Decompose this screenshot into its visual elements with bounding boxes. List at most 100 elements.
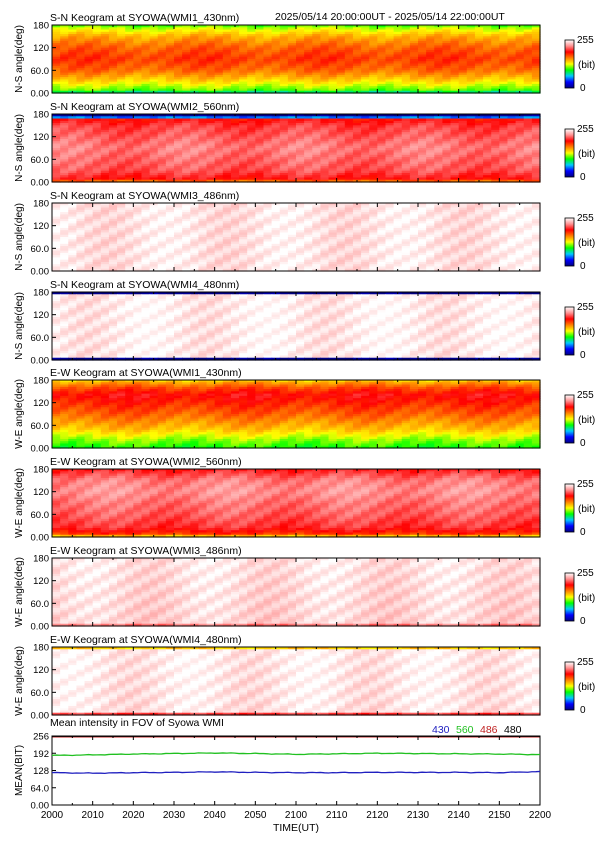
heatmap-cell: [263, 27, 273, 31]
heatmap-cell: [312, 74, 321, 78]
heatmap-cell: [157, 56, 167, 60]
heatmap-cell: [279, 61, 289, 65]
heatmap-cell: [149, 34, 159, 37]
heatmap-cell: [214, 40, 224, 44]
heatmap-cell: [474, 70, 484, 74]
heatmap-cell: [263, 74, 273, 78]
heatmap-cell: [174, 49, 183, 53]
heatmap-cell: [401, 47, 411, 51]
heatmap-cell: [474, 36, 484, 40]
heatmap-cell: [369, 27, 378, 31]
heatmap-cell: [157, 72, 167, 76]
heatmap-cell: [385, 77, 395, 80]
heatmap-cell: [141, 34, 151, 37]
heatmap-cell: [474, 54, 484, 58]
heatmap-cell: [263, 49, 273, 53]
heatmap-cell: [239, 63, 248, 67]
heatmap-cell: [458, 45, 468, 49]
heatmap-cell: [523, 43, 533, 46]
heatmap-cell: [418, 29, 427, 33]
heatmap-cell: [304, 65, 313, 69]
heatmap-cell: [450, 36, 460, 40]
heatmap-cell: [198, 68, 208, 71]
heatmap-cell: [287, 59, 297, 62]
heatmap-cell: [230, 34, 240, 37]
heatmap-cell: [418, 59, 427, 62]
heatmap-cell: [174, 29, 183, 33]
heatmap-cell: [361, 45, 370, 49]
heatmap-cell: [174, 54, 183, 58]
heatmap-cell: [531, 56, 541, 60]
heatmap-cell: [361, 34, 370, 37]
heatmap-cell: [523, 36, 533, 40]
heatmap-cell: [531, 72, 541, 76]
heatmap-cell: [328, 40, 338, 44]
heatmap-cell: [328, 63, 338, 67]
heatmap-cell: [149, 72, 159, 76]
heatmap-cell: [247, 65, 256, 69]
heatmap-cell: [499, 36, 509, 40]
heatmap-cell: [336, 59, 346, 62]
heatmap-cell: [531, 49, 541, 53]
heatmap-cell: [60, 54, 69, 58]
time-range-label: 2025/05/14 20:00:00UT - 2025/05/14 22:00…: [275, 11, 505, 23]
heatmap-cell: [361, 43, 370, 46]
heatmap-cell: [450, 65, 460, 69]
heatmap-cell: [458, 77, 468, 80]
heatmap-cell: [409, 54, 419, 58]
heatmap-cell: [100, 49, 110, 53]
heatmap-cell: [523, 49, 533, 53]
heatmap-cell: [263, 59, 273, 62]
heatmap-cell: [125, 36, 134, 40]
heatmap-cell: [352, 27, 362, 31]
heatmap-cell: [165, 27, 175, 31]
heatmap-cell: [84, 70, 94, 74]
heatmap-cell: [100, 27, 110, 31]
heatmap-cell: [92, 45, 102, 49]
heatmap-cell: [263, 31, 273, 35]
heatmap-cell: [336, 34, 346, 37]
heatmap-cell: [214, 59, 224, 62]
heatmap-cell: [426, 27, 435, 31]
heatmap-cell: [279, 72, 289, 76]
heatmap-cell: [157, 65, 167, 69]
heatmap-cell: [247, 68, 256, 71]
heatmap-cell: [466, 27, 476, 31]
heatmap-cell: [133, 43, 143, 46]
heatmap-cell: [263, 72, 273, 76]
heatmap-cell: [125, 68, 134, 71]
heatmap-cell: [198, 77, 208, 80]
heatmap-cell: [214, 54, 224, 58]
heatmap-cell: [426, 36, 435, 40]
heatmap-cell: [515, 52, 525, 56]
heatmap-cell: [474, 43, 484, 46]
heatmap-cell: [60, 36, 69, 40]
heatmap-cell: [157, 34, 167, 37]
heatmap-cell: [426, 72, 435, 76]
heatmap-cell: [125, 61, 134, 65]
heatmap-cell: [483, 31, 492, 35]
heatmap-cell: [133, 68, 143, 71]
heatmap-cell: [68, 77, 77, 80]
heatmap-cell: [84, 25, 94, 28]
heatmap-cell: [92, 52, 102, 56]
heatmap-cell: [483, 29, 492, 33]
heatmap-cell: [296, 31, 305, 35]
heatmap-cell: [312, 63, 321, 67]
heatmap-cell: [76, 59, 86, 62]
heatmap-cell: [483, 70, 492, 74]
heatmap-cell: [442, 34, 452, 37]
heatmap-cell: [409, 74, 419, 78]
heatmap-cell: [450, 27, 460, 31]
heatmap-cell: [312, 38, 321, 42]
heatmap-cell: [515, 49, 525, 53]
heatmap-cell: [409, 25, 419, 28]
heatmap-cell: [52, 68, 61, 71]
heatmap-cell: [247, 72, 256, 76]
heatmap-cell: [190, 54, 199, 58]
heatmap-cell: [206, 38, 216, 42]
heatmap-cell: [352, 65, 362, 69]
heatmap-cell: [352, 63, 362, 67]
heatmap-cell: [344, 52, 354, 56]
heatmap-cell: [206, 72, 216, 76]
